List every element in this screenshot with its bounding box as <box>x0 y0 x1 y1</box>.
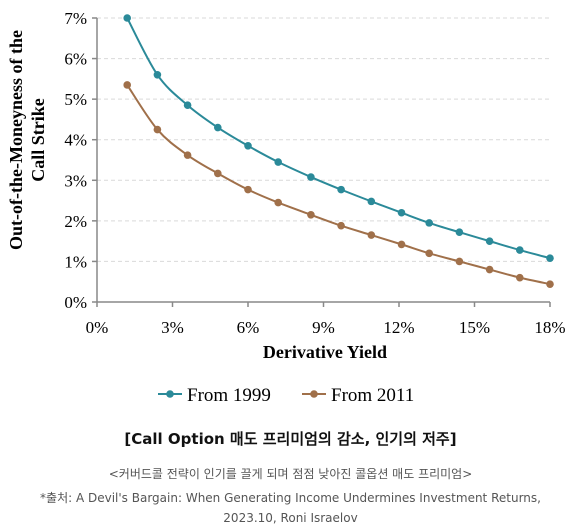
data-point-series-2 <box>425 249 434 258</box>
data-point-series-1 <box>183 101 192 110</box>
data-point-series-2 <box>153 125 162 134</box>
data-point-series-1 <box>397 208 406 217</box>
y-tick-label: 5% <box>64 90 87 109</box>
data-point-series-1 <box>485 237 494 245</box>
y-tick-label: 2% <box>64 212 87 231</box>
data-point-series-2 <box>516 273 524 282</box>
x-tick-label: 12% <box>383 318 414 337</box>
y-tick-label: 0% <box>64 293 87 312</box>
axes <box>96 18 550 303</box>
data-point-series-1 <box>516 246 524 254</box>
legend-marker-2 <box>310 390 318 398</box>
gridlines <box>97 17 550 262</box>
data-point-series-1 <box>546 254 554 262</box>
data-point-series-2 <box>455 257 464 266</box>
data-point-series-1 <box>244 142 252 150</box>
series-line-1 <box>126 17 551 260</box>
data-point-series-1 <box>367 197 376 206</box>
caption-source: *출처: A Devil's Bargain: When Generating … <box>0 488 581 528</box>
data-point-series-1 <box>214 123 222 132</box>
data-point-series-1 <box>425 219 434 227</box>
data-point-series-1 <box>307 173 315 181</box>
data-point-series-2 <box>367 231 376 239</box>
legend: From 1999 From 2011 <box>158 385 414 406</box>
data-point-series-2 <box>244 185 252 194</box>
data-point-series-2 <box>397 240 406 249</box>
data-point-series-1 <box>123 14 131 22</box>
data-point-series-1 <box>455 228 464 237</box>
y-tick-label: 6% <box>64 50 87 69</box>
data-point-series-2 <box>337 221 345 230</box>
data-point-series-2 <box>183 151 192 159</box>
y-tick-labels: 0% 1% 2% 3% 4% 5% 6% 7% <box>64 9 97 312</box>
x-axis-title: Derivative Yield <box>263 342 387 362</box>
data-point-series-2 <box>307 210 315 219</box>
data-point-series-2 <box>485 265 494 274</box>
legend-label-2: From 2011 <box>331 385 414 406</box>
data-point-series-2 <box>274 198 283 207</box>
data-point-series-1 <box>337 185 345 194</box>
caption-source-line2: 2023.10, Roni Israelov <box>223 511 358 525</box>
caption-source-line1: *출처: A Devil's Bargain: When Generating … <box>40 491 541 505</box>
caption-title: [Call Option 매도 프리미엄의 감소, 인기의 저주] <box>124 430 457 448</box>
y-axis-title-line2: Call Strike <box>28 98 48 182</box>
data-point-series-2 <box>546 280 554 288</box>
x-tick-label: 3% <box>161 318 184 337</box>
x-tick-labels: 0% 3% 6% 9% 12% 15% 18% <box>86 302 566 337</box>
y-tick-label: 7% <box>64 9 87 28</box>
legend-marker-1 <box>166 390 174 398</box>
x-tick-label: 15% <box>459 318 490 337</box>
y-tick-label: 1% <box>64 252 87 271</box>
data-point-series-1 <box>153 71 162 79</box>
x-tick-label: 0% <box>86 318 109 337</box>
series-layer <box>123 14 554 288</box>
y-axis-title-line1: Out-of-the-Moneyness of the <box>6 30 26 250</box>
legend-label-1: From 1999 <box>187 385 271 406</box>
x-tick-label: 9% <box>312 318 335 337</box>
y-axis-title: Out-of-the-Moneyness of the Call Strike <box>6 30 48 250</box>
line-chart: 0% 1% 2% 3% 4% 5% 6% 7% 0% 3% 6% 9% 12% 15% 18% Deriv… <box>6 9 566 406</box>
x-tick-label: 6% <box>237 318 260 337</box>
y-tick-label: 3% <box>64 171 87 190</box>
series-line-2 <box>126 84 551 286</box>
y-tick-label: 4% <box>64 131 87 150</box>
data-point-series-2 <box>214 169 222 178</box>
data-point-series-1 <box>274 158 283 166</box>
caption-subtitle: <커버드콜 전략이 인기를 끌게 되며 점점 낮아진 콜옵션 매도 프리미엄> <box>108 467 473 481</box>
x-tick-label: 18% <box>534 318 565 337</box>
data-point-series-2 <box>123 81 131 89</box>
